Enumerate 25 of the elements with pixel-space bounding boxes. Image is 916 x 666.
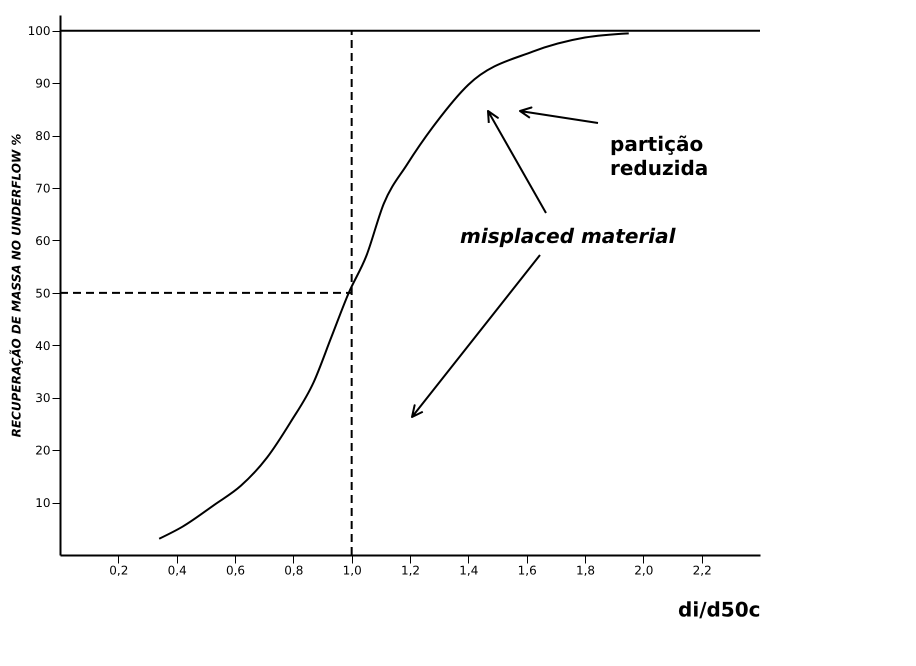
x-tick-label: 2,2 [692,564,712,578]
y-tick-label: 90 [35,76,50,91]
y-tick-label: 10 [35,496,50,510]
y-tick-label: 40 [35,338,50,353]
x-tick-label: 0,4 [168,564,187,578]
x-axis-title: di/d50c [678,598,760,622]
y-tick-label: 50 [35,286,50,300]
y-tick-label: 70 [35,182,50,196]
x-tick-label: 1,8 [576,564,596,578]
x-tick-label: 0,2 [109,564,128,578]
x-tick-label: 1,0 [342,564,362,578]
x-tick-label: 1,2 [400,564,420,578]
y-tick-label: 30 [35,391,50,406]
y-tick-label: 80 [35,129,50,144]
x-tick-label: 0,6 [226,564,246,578]
x-tick-label: 1,6 [518,564,537,578]
y-tick-label: 60 [35,234,50,248]
y-tick-label: 20 [35,444,50,458]
annotation: misplaced material [460,224,677,248]
y-axis-title: RECUPERAÇÃO DE MASSA NO UNDERFLOW % [8,134,24,438]
x-tick-label: 1,4 [459,564,478,578]
y-tick-label: 100 [28,24,50,38]
x-tick-label: 2,0 [634,564,654,578]
x-tick-label: 0,8 [284,564,304,578]
annotation: partição reduzida [610,132,708,180]
